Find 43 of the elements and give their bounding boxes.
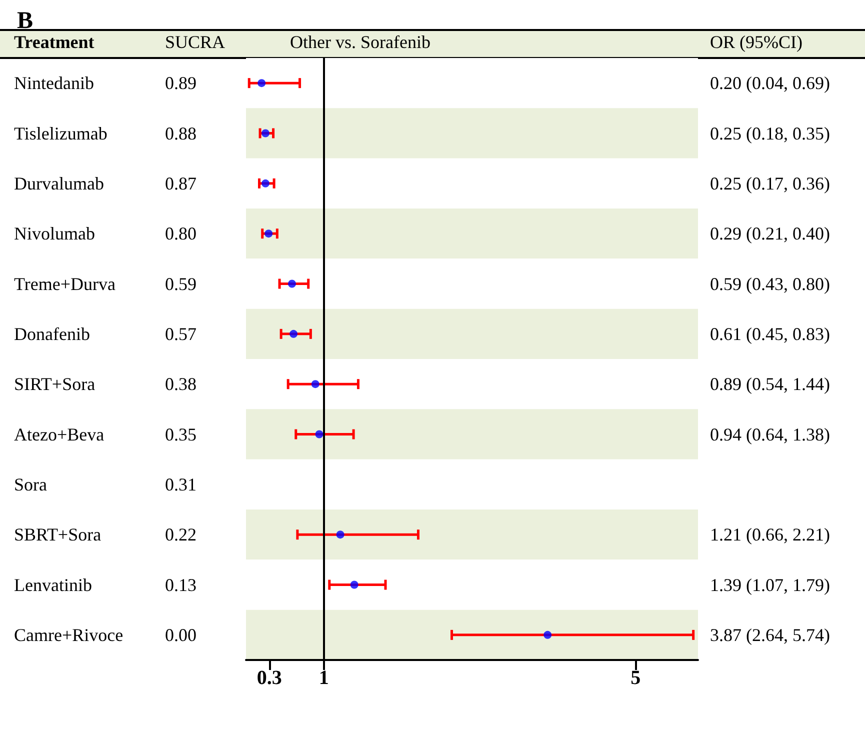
- data-label: 1.21 (0.66, 2.21): [710, 524, 830, 545]
- x-tick-label: 5: [630, 667, 641, 689]
- y2-tick-label: 0.89: [165, 73, 196, 94]
- y2-tick-label: 0.59: [165, 274, 196, 294]
- y-tick-label: Nivolumab: [14, 224, 95, 244]
- y-tick-label: Atezo+Beva: [14, 424, 104, 444]
- y-tick-label: SIRT+Sora: [14, 374, 96, 394]
- data-label: 3.87 (2.64, 5.74): [710, 624, 830, 645]
- y-tick-label: Sora: [14, 474, 48, 494]
- y-tick-label: Durvalumab: [14, 173, 104, 194]
- y2-tick-label: 0.22: [165, 524, 196, 545]
- y-tick-label: Donafenib: [14, 324, 90, 344]
- y2-tick-label: 0.13: [165, 574, 196, 595]
- y2-tick-label: 0.38: [165, 374, 196, 394]
- text: OR (95%CI): [710, 32, 802, 52]
- text: Other vs. Sorafenib: [290, 32, 430, 52]
- y2-tick-label: 0.87: [165, 173, 196, 194]
- data-label: 0.59 (0.43, 0.80): [710, 274, 830, 294]
- data-label: 1.39 (1.07, 1.79): [710, 574, 830, 595]
- y-tick-label: Camre+Rivoce: [14, 624, 124, 645]
- y-tick-label: Nintedanib: [14, 73, 94, 94]
- y2-tick-label: 0.31: [165, 474, 196, 494]
- data-label: 0.61 (0.45, 0.83): [710, 324, 830, 344]
- y-tick-label: Treme+Durva: [14, 274, 116, 294]
- text: Treatment: [14, 32, 94, 52]
- y2-tick-label: 0.80: [165, 224, 196, 244]
- y2-tick-label: 0.00: [165, 624, 196, 645]
- data-label: 0.25 (0.17, 0.36): [710, 173, 830, 194]
- data-label: 0.94 (0.64, 1.38): [710, 424, 830, 444]
- text: SUCRA: [165, 32, 226, 52]
- y-tick-label: Lenvatinib: [14, 574, 92, 595]
- y2-tick-label: 0.35: [165, 424, 196, 444]
- text: B: [17, 8, 34, 34]
- data-label: 0.89 (0.54, 1.44): [710, 374, 830, 394]
- data-label: 0.25 (0.18, 0.35): [710, 123, 830, 144]
- y-tick-label: Tislelizumab: [14, 123, 108, 144]
- data-label: 0.29 (0.21, 0.40): [710, 224, 830, 244]
- data-label: 0.20 (0.04, 0.69): [710, 73, 830, 94]
- y2-tick-label: 0.57: [165, 324, 196, 344]
- y-tick-label: SBRT+Sora: [14, 524, 102, 545]
- x-tick-label: 0.3: [256, 667, 282, 689]
- x-tick-label: 1: [318, 667, 329, 689]
- y2-tick-label: 0.88: [165, 123, 196, 144]
